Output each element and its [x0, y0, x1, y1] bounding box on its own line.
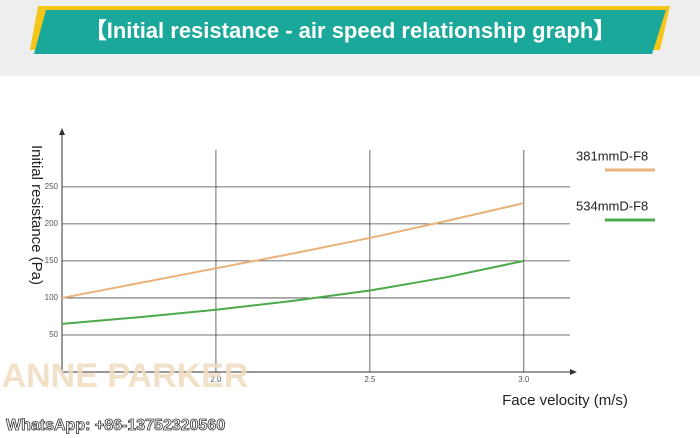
watermark-contact: WhatsApp: +86-13752320560: [6, 417, 225, 434]
y-tick-label: 200: [45, 219, 59, 228]
y-tick-label: 250: [45, 182, 59, 191]
x-tick-label: 3.0: [518, 375, 530, 384]
watermark-brand: ANNE PARKER: [2, 357, 249, 395]
y-tick-label: 50: [49, 330, 58, 339]
series-line: [61, 259, 525, 325]
series-line: [61, 202, 525, 299]
y-tick-label: 150: [45, 256, 59, 265]
legend-label: 381mmD-F8: [576, 148, 648, 163]
legend-label: 534mmD-F8: [576, 198, 648, 213]
x-axis-title: Face velocity (m/s): [502, 392, 628, 409]
x-tick-label: 2.0: [210, 375, 222, 384]
chart-title: 【Initial resistance - air speed relation…: [85, 18, 616, 43]
y-tick-label: 100: [45, 293, 59, 302]
y-axis-arrow: [59, 128, 65, 135]
x-axis-arrow: [570, 369, 577, 375]
x-tick-label: 2.5: [364, 375, 376, 384]
banner: [34, 10, 666, 54]
y-axis-title: Initial resistance (Pa): [28, 145, 45, 285]
